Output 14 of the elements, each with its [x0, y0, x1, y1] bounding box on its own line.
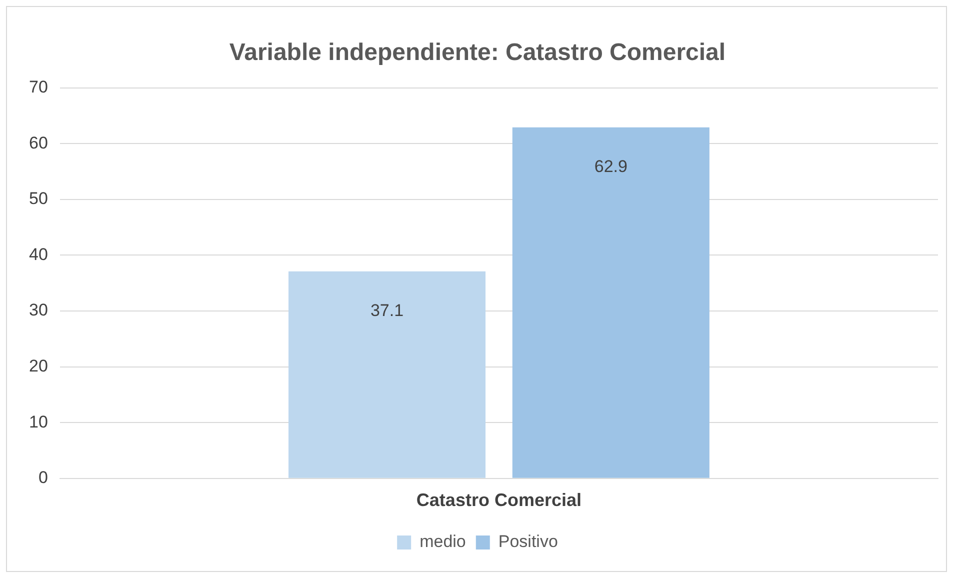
legend-label: Positivo — [498, 532, 558, 552]
legend-label: medio — [420, 532, 466, 552]
y-tick-label: 20 — [28, 356, 48, 376]
x-tick-label: Catastro Comercial — [416, 490, 582, 510]
y-tick-label: 0 — [38, 468, 48, 488]
data-label: 37.1 — [370, 301, 404, 320]
y-tick-label: 10 — [28, 412, 48, 432]
y-tick-label: 50 — [28, 189, 48, 208]
y-tick-label: 70 — [28, 77, 48, 96]
y-tick-label: 30 — [28, 300, 48, 320]
chart-title: Variable independiente: Catastro Comercial — [229, 39, 726, 66]
y-tick-label: 40 — [28, 244, 48, 264]
y-tick-label: 60 — [28, 133, 48, 152]
data-label: 62.9 — [594, 157, 628, 176]
